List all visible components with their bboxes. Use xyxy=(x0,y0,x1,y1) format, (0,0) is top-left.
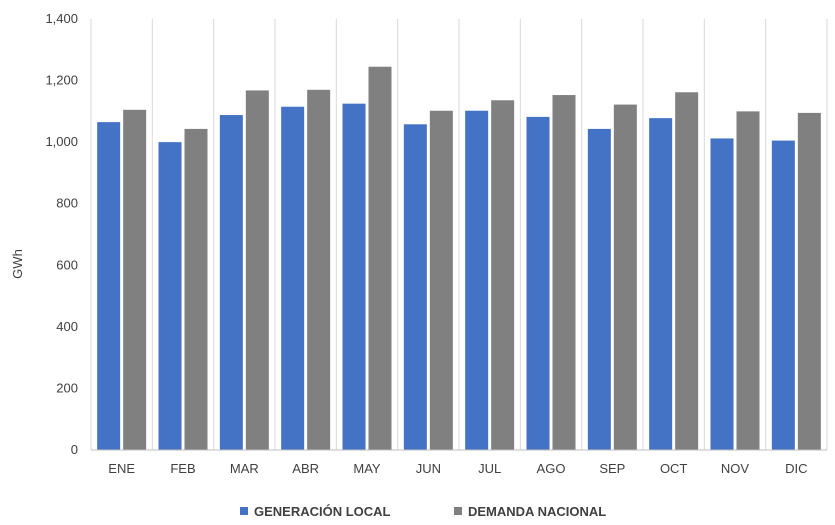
bar-generacion-abr xyxy=(281,106,305,450)
bars-layer xyxy=(97,66,821,451)
bar-generacion-sep xyxy=(587,128,611,450)
bar-demanda-sep xyxy=(613,104,637,450)
bar-generacion-dic xyxy=(771,140,795,450)
bar-generacion-jun xyxy=(403,124,427,450)
bar-generacion-oct xyxy=(649,118,673,450)
x-tick-label: FEB xyxy=(170,461,195,476)
legend-label-generacion: GENERACIÓN LOCAL xyxy=(254,504,391,519)
legend-swatch-demanda xyxy=(454,507,462,515)
bar-generacion-ago xyxy=(526,116,550,451)
bar-demanda-mar xyxy=(245,90,269,451)
legend: GENERACIÓN LOCAL DEMANDA NACIONAL xyxy=(240,504,606,519)
y-tick-label: 1,200 xyxy=(45,73,78,88)
y-tick-label: 1,400 xyxy=(45,11,78,26)
x-tick-label: SEP xyxy=(599,461,625,476)
x-tick-label: OCT xyxy=(660,461,688,476)
y-tick-label: 600 xyxy=(56,257,78,272)
legend-swatch-generacion xyxy=(240,507,248,515)
bar-demanda-nov xyxy=(736,111,760,450)
y-tick-label: 1,000 xyxy=(45,134,78,149)
bar-generacion-feb xyxy=(158,142,182,450)
y-tick-label: 800 xyxy=(56,196,78,211)
bar-demanda-ago xyxy=(552,95,576,450)
x-tick-label: DIC xyxy=(785,461,807,476)
bar-demanda-oct xyxy=(675,92,699,451)
bar-demanda-feb xyxy=(184,128,208,450)
y-tick-label: 400 xyxy=(56,319,78,334)
bar-demanda-may xyxy=(368,66,392,450)
bar-generacion-mar xyxy=(219,115,243,451)
bar-generacion-jul xyxy=(465,110,489,451)
bar-demanda-dic xyxy=(797,112,821,451)
bar-demanda-jun xyxy=(429,110,453,451)
x-tick-label: ABR xyxy=(292,461,319,476)
bar-generacion-ene xyxy=(97,122,121,450)
x-tick-label: JUN xyxy=(416,461,441,476)
x-tick-label: AGO xyxy=(537,461,566,476)
bar-generacion-nov xyxy=(710,138,734,450)
x-tick-label: MAR xyxy=(230,461,259,476)
y-tick-label: 0 xyxy=(71,442,78,457)
bar-generacion-may xyxy=(342,103,366,451)
bar-demanda-jul xyxy=(491,100,515,450)
y-tick-label: 200 xyxy=(56,380,78,395)
x-tick-label: MAY xyxy=(353,461,381,476)
x-axis-tick-labels: ENE FEB MAR ABR MAY JUN JUL AGO SEP OCT NOV DIC xyxy=(108,461,807,476)
bar-demanda-ene xyxy=(123,109,147,450)
y-axis-tick-labels: 0 200 400 600 800 1,000 1,200 1,400 xyxy=(45,11,78,457)
bar-demanda-abr xyxy=(307,89,331,451)
x-tick-label: JUL xyxy=(478,461,501,476)
y-axis-label: GWh xyxy=(10,249,25,279)
grid-layer xyxy=(90,19,828,450)
x-tick-label: ENE xyxy=(108,461,135,476)
legend-label-demanda: DEMANDA NACIONAL xyxy=(468,504,606,519)
x-tick-label: NOV xyxy=(721,461,750,476)
